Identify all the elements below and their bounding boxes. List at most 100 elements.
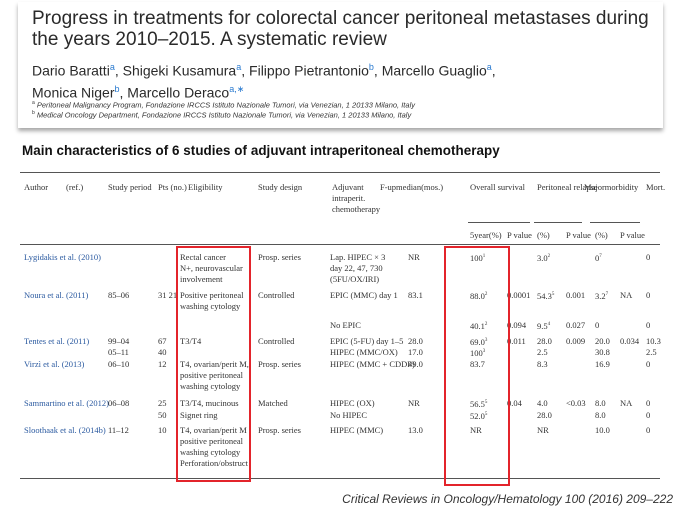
- table-row-mortality: 0: [646, 252, 651, 262]
- table-row-author: Sammartino et al. (2012): [24, 398, 109, 408]
- affiliation-a-text: Peritoneal Malignancy Program, Fondazion…: [36, 100, 415, 110]
- affiliation-b-marker: b: [32, 110, 35, 116]
- table-row-mortality: 0: [646, 425, 651, 435]
- subheader-morbidity-percent: (%): [595, 230, 608, 240]
- affiliation-a: a Peritoneal Malignancy Program, Fondazi…: [32, 100, 657, 110]
- table-row-eligibility: positive peritoneal: [180, 370, 244, 380]
- table-row-relapse: 54.35: [537, 290, 555, 301]
- table-row-relapse: 3.02: [537, 252, 551, 263]
- table-row-mortality: 0: [646, 398, 651, 408]
- author-affiliation-marker: a,∗: [229, 83, 245, 94]
- table-row-relapse-footnote: 5: [551, 292, 555, 297]
- header-pts: Pts (no.): [158, 182, 187, 192]
- table-row-morbidity: 10.0: [595, 425, 610, 435]
- table-row-os: 69.03: [470, 336, 488, 347]
- subheader-os-percent: 5year(%): [470, 230, 502, 240]
- table-header-rule: [20, 244, 660, 245]
- table-row-os: 83.7: [470, 359, 485, 369]
- table-row-author: Virzì et al. (2013): [24, 359, 85, 369]
- table-row-relapse-p: 0.001: [566, 290, 586, 300]
- header-ref: (ref.): [66, 182, 84, 192]
- table-row-adjuvant: HIPEC (OX): [330, 398, 375, 408]
- table-row-mortality: 0: [646, 359, 651, 369]
- table-row-relapse: 8.3: [537, 359, 548, 369]
- table-row-adjuvant: HIPEC (MMC/OX): [330, 347, 398, 357]
- table-row-morbidity: 0: [595, 320, 600, 330]
- table-row-mortality: 0: [646, 290, 651, 300]
- table-row-os: NR: [470, 425, 482, 435]
- affiliation-a-marker: a: [32, 100, 35, 106]
- table-row-pts: 50: [158, 410, 167, 420]
- table-row-os-footnote: 2: [484, 292, 488, 297]
- table-row-relapse-footnote: 2: [547, 254, 551, 259]
- table-row-pts: 31 21: [158, 290, 178, 300]
- subheader-morbidity-p: P value: [620, 230, 645, 240]
- table-row-eligibility: T4, ovarian/perit M,: [180, 359, 249, 369]
- table-row-followup: NR: [408, 398, 420, 408]
- table-row-mortality: 10.3: [646, 336, 661, 346]
- table-row-os: 40.12: [470, 320, 488, 331]
- table-row-mortality: 0: [646, 320, 651, 330]
- table-row-design: Controlled: [258, 336, 295, 346]
- author-name: Dario Baratti: [32, 62, 110, 79]
- table-row-followup: NR: [408, 252, 420, 262]
- table-row-relapse: 4.0: [537, 398, 548, 408]
- table-row-eligibility: N+, neurovascular: [180, 263, 243, 273]
- table-row-morbidity-p: NA: [620, 398, 633, 408]
- table-row-period: 06–08: [108, 398, 130, 408]
- table-row-design: Controlled: [258, 290, 295, 300]
- eligibility-highlight-box: [176, 246, 251, 482]
- table-row-os-p: 0.094: [507, 320, 527, 330]
- table-row-adjuvant: day 22, 47, 730: [330, 263, 383, 273]
- table-row-adjuvant: HIPEC (MMC + CDDP): [330, 359, 415, 369]
- table-row-os: 52.05: [470, 410, 488, 421]
- subheader-relapse-percent: (%): [537, 230, 550, 240]
- table-row-design: Prosp. series: [258, 359, 301, 369]
- table-row-os-footnote: 1: [482, 254, 486, 259]
- table-row-morbidity-footnote: 7: [599, 254, 602, 259]
- table-row-design: Prosp. series: [258, 252, 301, 262]
- author-affiliation-marker: a: [486, 62, 492, 72]
- table-row-mortality: 2.5: [646, 347, 657, 357]
- table-row-eligibility: T3/T4, mucinous: [180, 398, 239, 408]
- header-mortality: Mort.: [646, 182, 666, 192]
- table-row-period: 85–06: [108, 290, 130, 300]
- characteristics-table: Author (ref.) Study period Pts (no.) Eligibi…: [20, 172, 665, 490]
- table-row-author: Noura et al. (2011): [24, 290, 89, 300]
- author-name: Shigeki Kusamura: [122, 62, 237, 79]
- table-row-followup: 49.0: [408, 359, 423, 369]
- table-row-relapse: 28.0: [537, 410, 552, 420]
- author-affiliation-marker: b: [368, 62, 374, 72]
- table-row-eligibility: T4, ovarian/perit M: [180, 425, 247, 435]
- overall-survival-highlight-box: [444, 246, 510, 486]
- table-row-os: 1001: [470, 252, 486, 263]
- table-row-design: Prosp. series: [258, 425, 301, 435]
- table-row-period: 05–11: [108, 347, 129, 357]
- table-row-eligibility: Signet ring: [180, 410, 218, 420]
- author-separator: ,: [119, 84, 128, 101]
- author-separator: ,: [241, 62, 250, 79]
- table-row-relapse-p: 0.027: [566, 320, 586, 330]
- table-row-relapse: NR: [537, 425, 549, 435]
- table-row-pts: 12: [158, 359, 167, 369]
- table-row-period: 99–04: [108, 336, 130, 346]
- table-row-morbidity: 3.27: [595, 290, 609, 301]
- table-row-os-footnote: 5: [484, 412, 488, 417]
- affiliation-b-text: Medical Oncology Department, Fondazione …: [36, 110, 412, 120]
- subheader-os-p: P value: [507, 230, 532, 240]
- table-row-os-footnote: 3: [482, 349, 486, 354]
- table-row-relapse: 2.5: [537, 347, 548, 357]
- table-row-morbidity: 30.8: [595, 347, 610, 357]
- header-overall-survival: Overall survival: [470, 182, 525, 192]
- header-peritoneal-relapse: Peritoneal relapse: [537, 182, 598, 192]
- table-row-morbidity-footnote: 7: [605, 292, 609, 297]
- table-row-adjuvant: EPIC (5-FU) day 1–5: [330, 336, 404, 346]
- table-row-morbidity-p: NA: [620, 290, 633, 300]
- table-row-morbidity-p: 0.034: [620, 336, 640, 346]
- table-row-relapse-p: <0.03: [566, 398, 586, 408]
- header-adjuvant: Adjuvant: [332, 182, 364, 192]
- author-affiliation-marker: b: [114, 83, 120, 94]
- table-row-adjuvant: HIPEC (MMC): [330, 425, 384, 435]
- table-row-eligibility: involvement: [180, 274, 223, 284]
- header-adjuvant: intraperit.: [332, 193, 366, 203]
